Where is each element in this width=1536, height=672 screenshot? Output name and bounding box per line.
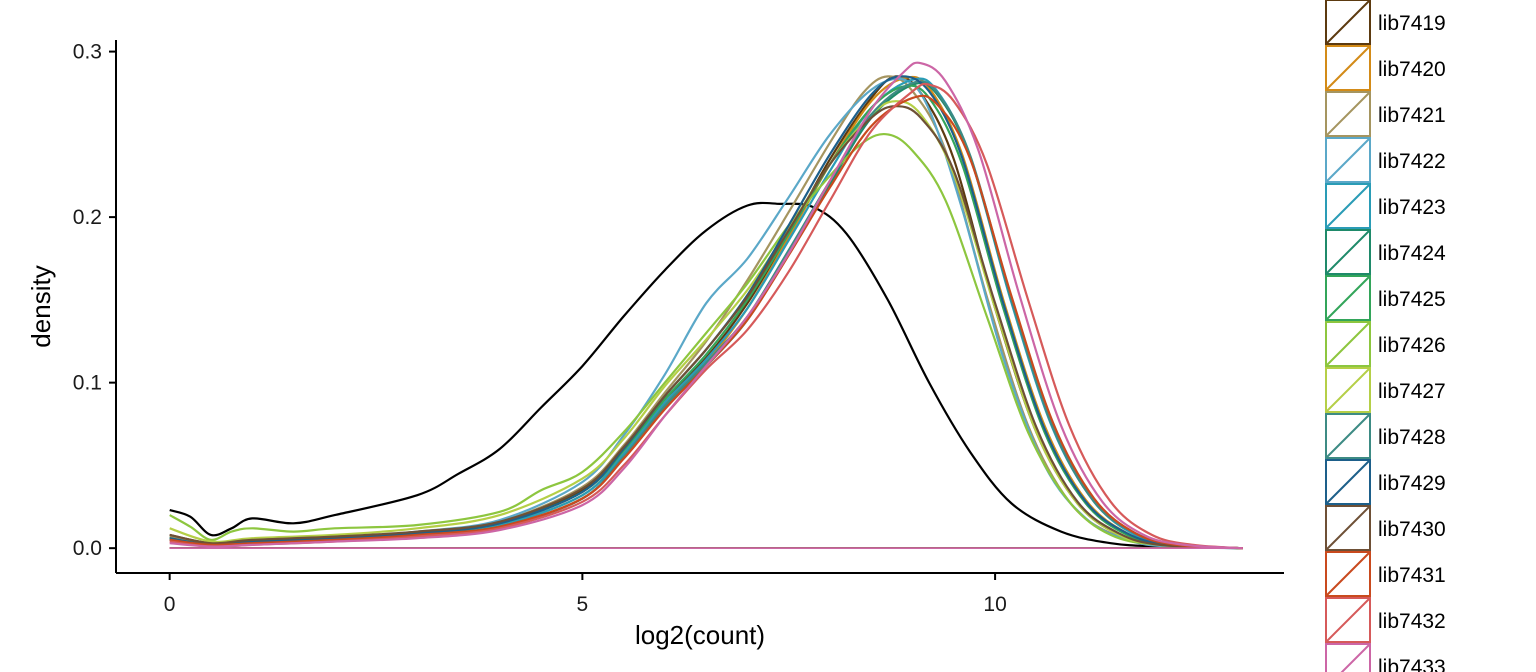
legend-item-lib7426: lib7426 xyxy=(1325,321,1446,367)
legend-key-diagonal xyxy=(1325,551,1371,597)
legend-item-lib7427: lib7427 xyxy=(1325,367,1446,413)
y-tick-label: 0.3 xyxy=(73,41,102,64)
legend-item-lib7429: lib7429 xyxy=(1325,459,1446,505)
legend-key-diagonal xyxy=(1325,229,1371,275)
legend-key-diagonal xyxy=(1340,643,1371,672)
legend: lib7419 lib7420 lib7421 lib7422 lib7423 lib74… xyxy=(1325,0,1446,672)
legend-key-diagonal xyxy=(1325,413,1371,459)
y-tick-label: 0.0 xyxy=(73,537,102,560)
lines-layer xyxy=(169,61,1243,550)
legend-label: lib7428 xyxy=(1378,426,1446,449)
y-axis-title: density xyxy=(26,265,56,347)
legend-label: lib7426 xyxy=(1378,334,1446,357)
legend-label: lib7425 xyxy=(1378,288,1446,311)
legend-item-lib7433: lib7433 xyxy=(1325,643,1446,672)
legend-label: lib7419 xyxy=(1378,12,1446,35)
legend-label: lib7423 xyxy=(1378,196,1446,219)
legend-item-lib7423: lib7423 xyxy=(1325,183,1446,229)
legend-item-lib7425: lib7425 xyxy=(1325,275,1446,321)
legend-item-lib7430: lib7430 xyxy=(1325,505,1446,551)
legend-key-diagonal xyxy=(1325,459,1371,505)
legend-item-lib7424: lib7424 xyxy=(1325,229,1446,275)
legend-label: lib7433 xyxy=(1378,656,1446,672)
legend-key-diagonal xyxy=(1325,137,1371,183)
legend-label: lib7430 xyxy=(1378,518,1446,541)
legend-item-lib7428: lib7428 xyxy=(1325,413,1446,459)
x-tick-label: 10 xyxy=(983,593,1006,616)
legend-key-diagonal xyxy=(1325,321,1371,367)
density-line-lib7426 xyxy=(169,132,1243,550)
density-line-lib7431 xyxy=(169,94,1243,550)
axes-layer: 0.0 0.1 0.2 0.3 0 5 10 log2(count) density xyxy=(26,40,1284,650)
density-line-lib7433 xyxy=(169,61,1243,550)
x-axis-title: log2(count) xyxy=(635,620,765,650)
density-line-lib7430 xyxy=(169,105,1243,550)
legend-item-lib7431: lib7431 xyxy=(1325,551,1446,597)
legend-key-diagonal xyxy=(1325,183,1371,229)
legend-label: lib7422 xyxy=(1378,150,1446,173)
legend-item-lib7420: lib7420 xyxy=(1325,45,1446,91)
legend-label: lib7421 xyxy=(1378,104,1446,127)
legend-item-lib7419: lib7419 xyxy=(1325,0,1446,45)
legend-key-diagonal xyxy=(1325,275,1371,321)
legend-key-diagonal xyxy=(1325,45,1371,91)
legend-label: lib7424 xyxy=(1378,242,1446,265)
legend-item-lib7432: lib7432 xyxy=(1325,597,1446,643)
legend-key-diagonal xyxy=(1325,367,1371,413)
legend-label: lib7429 xyxy=(1378,472,1446,495)
legend-label: lib7432 xyxy=(1378,610,1446,633)
x-tick-label: 5 xyxy=(577,593,589,616)
density-line-lib7423 xyxy=(169,77,1243,550)
legend-key-diagonal xyxy=(1325,91,1371,137)
x-tick-label: 0 xyxy=(164,593,176,616)
density-line-lib7419 xyxy=(169,75,1243,550)
legend-label: lib7427 xyxy=(1378,380,1446,403)
density-line-lib7421 xyxy=(169,75,1243,550)
density-line-lib7422 xyxy=(169,77,1243,550)
legend-key-diagonal xyxy=(1325,0,1371,45)
legend-key-box xyxy=(1325,643,1371,672)
legend-label: lib7431 xyxy=(1378,564,1446,587)
density-line-series-0 xyxy=(169,201,1243,550)
legend-key-diagonal xyxy=(1325,505,1371,551)
density-line-lib7432 xyxy=(169,82,1243,550)
density-line-lib7429 xyxy=(169,75,1243,550)
legend-label: lib7420 xyxy=(1378,58,1446,81)
y-tick-label: 0.2 xyxy=(73,206,102,229)
legend-key-diagonal xyxy=(1325,597,1371,643)
legend-item-lib7421: lib7421 xyxy=(1325,91,1446,137)
legend-item-lib7422: lib7422 xyxy=(1325,137,1446,183)
density-line-lib7420 xyxy=(169,75,1243,550)
y-tick-label: 0.1 xyxy=(73,372,102,395)
